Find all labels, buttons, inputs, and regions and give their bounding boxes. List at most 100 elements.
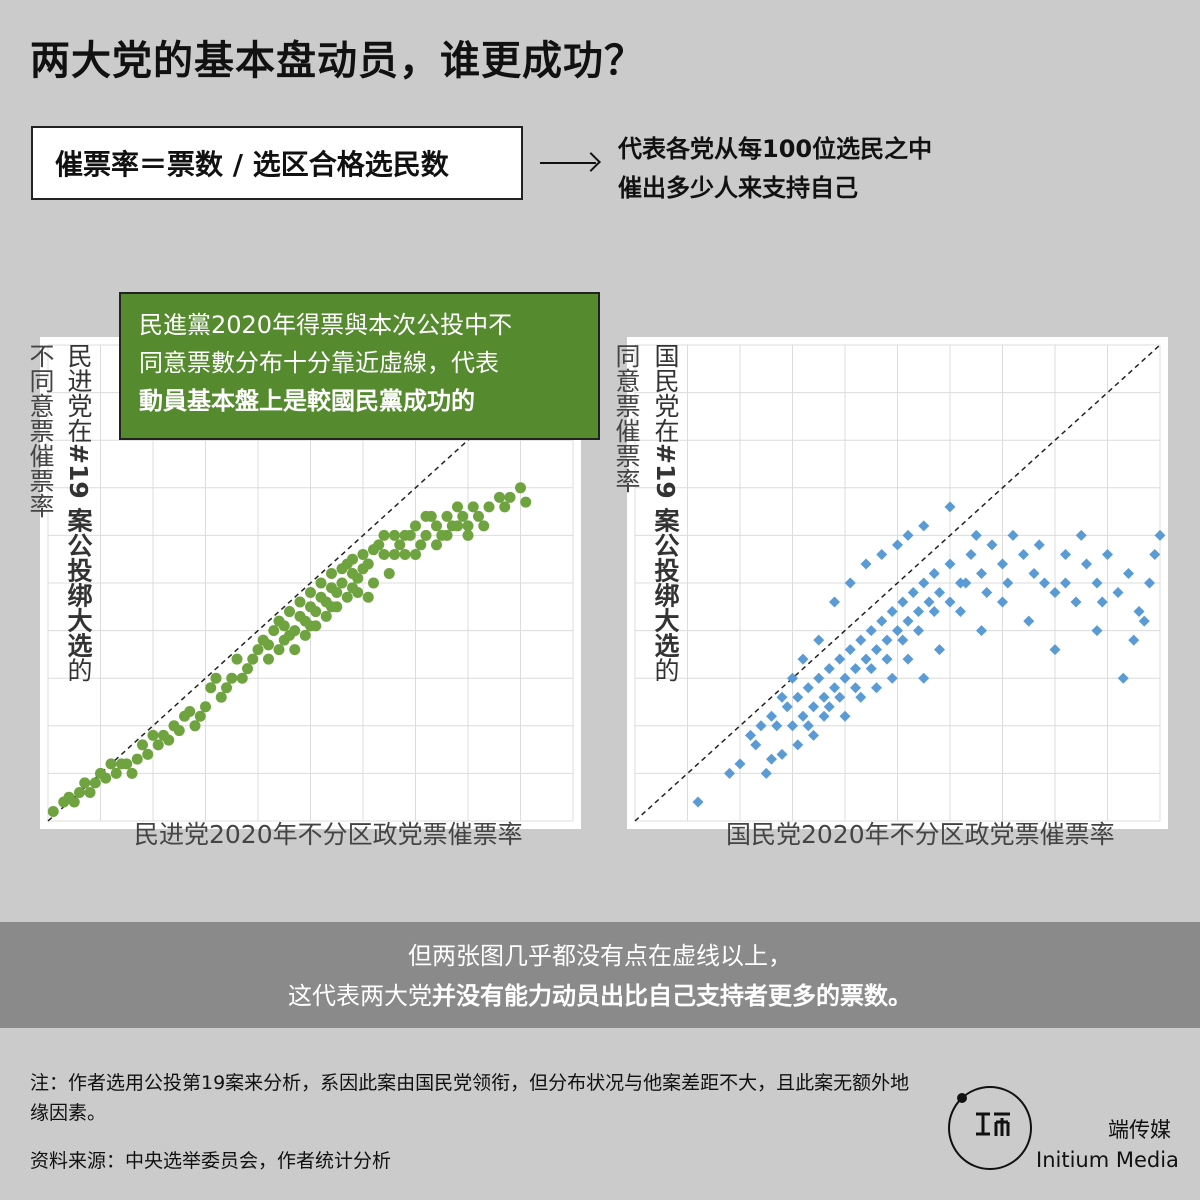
- scatter-point: [131, 753, 143, 765]
- scatter-point: [520, 496, 532, 508]
- scatter-point: [294, 610, 306, 622]
- scatter-point: [441, 510, 453, 522]
- scatter-point: [813, 634, 825, 646]
- scatter-point: [781, 701, 793, 713]
- scatter-point: [1128, 634, 1140, 646]
- scatter-point: [357, 548, 369, 560]
- scatter-point: [394, 539, 406, 551]
- scatter-point: [252, 644, 264, 656]
- scatter-point: [997, 596, 1008, 608]
- scatter-point: [368, 544, 379, 556]
- scatter-point: [913, 625, 924, 637]
- dpp-y-label-party: 民进党在: [64, 343, 93, 443]
- dpp-y-label-light: 不同意票催票率: [26, 343, 55, 518]
- kmt-y-label-party: 国民党在: [651, 343, 680, 443]
- callout-line-2: 同意票數分布十分靠近虛線，代表: [139, 349, 499, 377]
- scatter-point: [515, 482, 526, 494]
- dpp-x-label: 民进党2020年不分区政党票催票率: [134, 820, 523, 849]
- conclusion-line-1: 但两张图几乎都没有点在虚线以上，: [408, 942, 792, 970]
- scatter-point: [347, 553, 358, 565]
- conclusion-bold: 并没有能力动员出比自己支持者更多的票数。: [432, 982, 912, 1010]
- scatter-point: [320, 610, 332, 622]
- scatter-point: [839, 672, 851, 684]
- scatter-point: [399, 529, 411, 541]
- scatter-point: [247, 653, 259, 665]
- scatter-point: [110, 767, 122, 779]
- scatter-point: [692, 796, 704, 808]
- scatter-point: [84, 786, 96, 798]
- scatter-point: [273, 644, 285, 656]
- scatter-point: [934, 644, 945, 656]
- scatter-point: [116, 758, 127, 770]
- scatter-point: [462, 520, 474, 532]
- scatter-point: [1091, 577, 1103, 589]
- scatter-point: [362, 591, 374, 603]
- scatter-point: [389, 529, 400, 541]
- scatter-point: [1075, 529, 1087, 541]
- scatter-point: [105, 758, 117, 770]
- scatter-point: [357, 563, 369, 575]
- scatter-point: [976, 567, 987, 579]
- scatter-point: [378, 529, 390, 541]
- scatter-point: [944, 501, 956, 513]
- scatter-point: [452, 520, 463, 532]
- scatter-point: [389, 548, 400, 560]
- scatter-point: [1081, 558, 1092, 570]
- scatter-point: [431, 520, 442, 532]
- scatter-point: [1007, 529, 1019, 541]
- scatter-point: [1123, 567, 1134, 579]
- scatter-point: [236, 672, 248, 684]
- scatter-point: [284, 606, 295, 618]
- scatter-point: [1070, 596, 1082, 608]
- logo-glyph: [957, 1093, 1010, 1136]
- scatter-point: [1133, 606, 1145, 618]
- scatter-point: [1096, 596, 1108, 608]
- scatter-point: [886, 606, 898, 618]
- scatter-point: [839, 710, 851, 722]
- scatter-point: [242, 663, 253, 675]
- scatter-point: [173, 725, 185, 737]
- scatter-point: [326, 601, 337, 613]
- scatter-point: [383, 567, 395, 579]
- scatter-point: [1091, 625, 1103, 637]
- dpp-y-label-end: 的: [64, 657, 93, 683]
- scatter-point: [441, 529, 453, 541]
- scatter-point: [802, 682, 814, 694]
- scatter-point: [1149, 548, 1161, 560]
- scatter-point: [960, 577, 972, 589]
- scatter-point: [934, 587, 945, 599]
- dpp-y-label: 民进党在#19 案公投绑大选的: [64, 343, 93, 683]
- brand-name-en: Initium Media: [1036, 1148, 1179, 1172]
- scatter-point: [860, 558, 872, 570]
- scatter-point: [902, 653, 914, 665]
- callout-box: 民進黨2020年得票與本次公投中不 同意票數分布十分靠近虛線，代表 動員基本盤上…: [119, 292, 600, 440]
- scatter-point: [850, 663, 861, 675]
- scatter-point: [792, 739, 804, 751]
- scatter-point: [1023, 615, 1035, 627]
- scatter-point: [871, 644, 882, 656]
- scatter-point: [478, 520, 490, 532]
- scatter-point: [997, 558, 1008, 570]
- scatter-point: [808, 729, 819, 741]
- scatter-point: [923, 596, 935, 608]
- scatter-point: [410, 520, 421, 532]
- scatter-point: [299, 629, 311, 641]
- conclusion-band: 但两张图几乎都没有点在虚线以上， 这代表两大党并没有能力动员出比自己支持者更多的…: [0, 922, 1200, 1028]
- scatter-point: [1018, 548, 1029, 560]
- scatter-point: [802, 720, 814, 732]
- scatter-point: [913, 606, 924, 618]
- scatter-point: [462, 529, 474, 541]
- scatter-point: [263, 653, 274, 665]
- scatter-point: [892, 625, 903, 637]
- scatter-point: [902, 615, 914, 627]
- scatter-point: [326, 567, 337, 579]
- scatter-point: [399, 548, 411, 560]
- scatter-point: [68, 796, 80, 808]
- scatter-point: [305, 620, 316, 632]
- scatter-point: [221, 682, 232, 694]
- scatter-point: [410, 548, 421, 560]
- kmt-y-label-end: 的: [651, 657, 680, 683]
- scatter-point: [981, 587, 993, 599]
- scatter-point: [341, 591, 353, 603]
- formula-box: 催票率＝票数 / 选区合格选民数: [31, 126, 523, 200]
